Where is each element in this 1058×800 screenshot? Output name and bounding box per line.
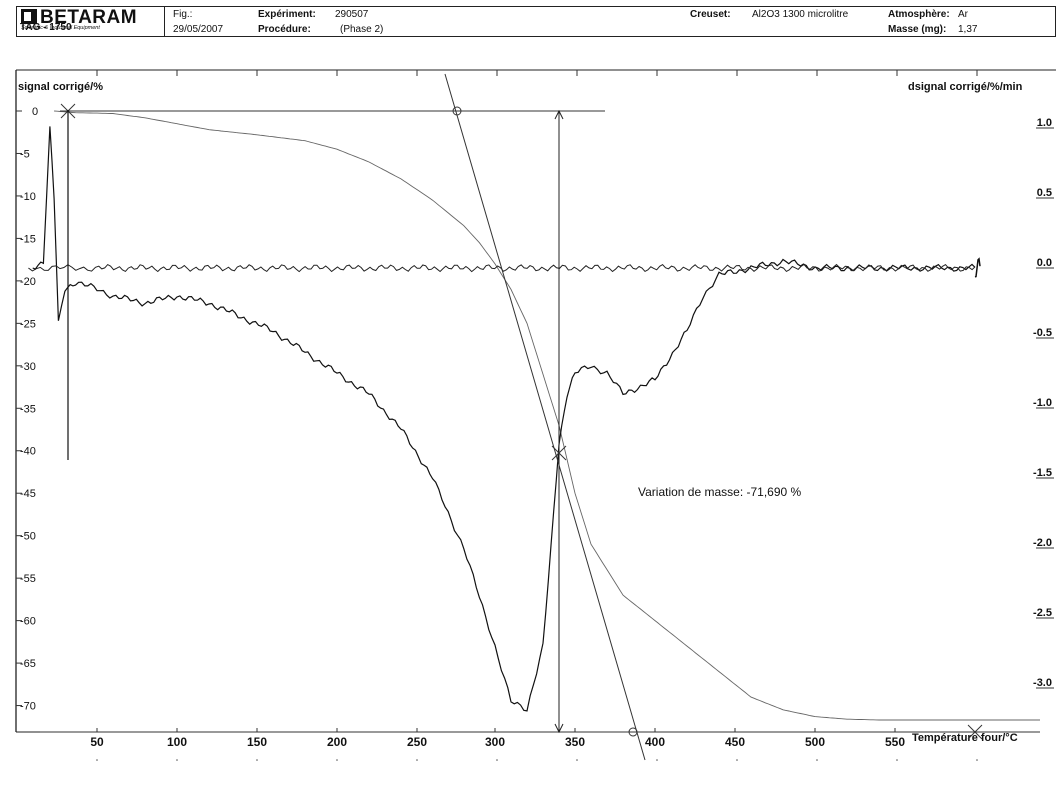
end-x-marker <box>967 724 983 740</box>
experiment-value: 290507 <box>335 9 369 20</box>
x-tick-label: 250 <box>407 735 427 749</box>
x-tick-label: 50 <box>90 735 104 749</box>
fig-label: Fig.: <box>173 9 193 20</box>
y-tick-label: -65 <box>20 658 36 670</box>
x-tick-label: 450 <box>725 735 745 749</box>
x-tick-label: 150 <box>247 735 267 749</box>
x-tick-label: 300 <box>485 735 505 749</box>
procedure-value: (Phase 2) <box>340 24 384 35</box>
y-tick-label: -10 <box>20 191 36 203</box>
y-tick-label: -60 <box>20 616 36 628</box>
y-tick-label: -45 <box>20 488 36 500</box>
tangent-top-circle <box>452 106 462 116</box>
dtg-baseline <box>28 263 976 273</box>
dtg-baseline-end <box>974 257 981 278</box>
y-tick-label: -30 <box>20 361 36 373</box>
bottom-dot <box>576 759 578 761</box>
x-tick-label: 100 <box>167 735 187 749</box>
arrow-head-bottom <box>554 723 564 734</box>
mass-variation-annotation: Variation de masse: -71,690 % <box>638 485 802 499</box>
y-tick-label: -55 <box>20 573 36 585</box>
bottom-dot <box>656 759 658 761</box>
dtg-curve <box>32 126 976 712</box>
procedure-label: Procédure: <box>258 24 311 35</box>
experiment-label: Expériment: <box>258 9 316 20</box>
y-tick-label: 0 <box>32 106 38 118</box>
brand-name: BETARAM <box>40 7 138 28</box>
y2-tick-label: -1.0 <box>1033 397 1052 409</box>
y-tick-label: -20 <box>20 276 36 288</box>
x-axis-title: Température four/°C <box>912 732 1018 744</box>
y2-tick-label: 0.5 <box>1037 187 1052 199</box>
bottom-dot <box>176 759 178 761</box>
brand-logo: BETARAM Scientific & Industrial Equipmen… <box>16 6 165 37</box>
x-tick-label: 350 <box>565 735 585 749</box>
y2-tick-label: -3.0 <box>1033 677 1052 689</box>
bottom-dot <box>96 759 98 761</box>
tangent-bottom-circle <box>628 727 638 737</box>
atmosphere-value: Ar <box>958 9 968 20</box>
y-tick-label: -70 <box>20 701 36 713</box>
y-tick-label: -50 <box>20 531 36 543</box>
brand-mark-icon <box>21 9 37 24</box>
bottom-dot <box>256 759 258 761</box>
brand-subtitle: Scientific & Industrial Equipment <box>21 25 100 31</box>
bottom-dot <box>736 759 738 761</box>
bottom-dot <box>336 759 338 761</box>
mass-label: Masse (mg): <box>888 24 947 35</box>
y2-tick-label: 0.0 <box>1037 257 1052 269</box>
crucible-value: Al2O3 1300 microlitre <box>752 9 849 20</box>
y-axis-title: signal corrigé/% <box>18 81 103 93</box>
bottom-dot <box>496 759 498 761</box>
y-tick-label: -5 <box>20 148 30 160</box>
x-tick-label: 200 <box>327 735 347 749</box>
y-tick-label: -35 <box>20 403 36 415</box>
tangent-line <box>444 73 646 761</box>
y2-tick-label: 1.0 <box>1037 117 1052 129</box>
bottom-dot <box>896 759 898 761</box>
bottom-dot <box>416 759 418 761</box>
tg-curve <box>54 110 975 721</box>
x-tick-label: 500 <box>805 735 825 749</box>
header-bar <box>16 6 1056 37</box>
atmosphere-label: Atmosphère: <box>888 9 950 20</box>
x-tick-label: 400 <box>645 735 665 749</box>
y-tick-label: -25 <box>20 318 36 330</box>
bottom-dot <box>976 759 978 761</box>
arrow-head-top <box>554 109 564 120</box>
midpoint-x-marker <box>551 445 567 461</box>
y-tick-label: -40 <box>20 446 36 458</box>
bottom-dot <box>816 759 818 761</box>
y-tick-label: -15 <box>20 233 36 245</box>
date-value: 29/05/2007 <box>173 24 224 35</box>
instrument-name: TAG - 1750 <box>20 22 72 33</box>
crucible-label: Creuset: <box>690 9 731 20</box>
x-tick-label: 550 <box>885 735 905 749</box>
y2-tick-label: -0.5 <box>1033 327 1052 339</box>
y2-tick-label: -2.5 <box>1033 607 1052 619</box>
y2-axis-title: dsignal corrigé/%/min <box>908 81 1023 93</box>
y2-tick-label: -1.5 <box>1033 467 1052 479</box>
mass-value: 1,37 <box>958 24 978 35</box>
y2-tick-label: -2.0 <box>1033 537 1052 549</box>
